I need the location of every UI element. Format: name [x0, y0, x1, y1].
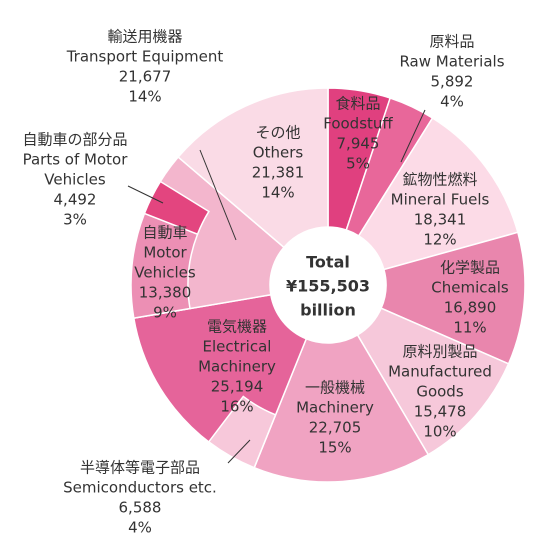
sub-segment-label: 6,588 [119, 499, 162, 517]
segment-label: 16% [220, 398, 253, 416]
segment-label: 22,705 [309, 419, 362, 437]
sub-segment-label: Semiconductors etc. [63, 479, 217, 497]
segment-label: Mineral Fuels [391, 191, 490, 209]
sub-segment-label: 自動車の部分品 [22, 131, 127, 149]
sub-segment-label: Parts of Motor [23, 151, 129, 169]
segment-label: 原料別製品 [402, 343, 477, 361]
labels: 食料品 Foodstuff 7,945 5% 原料品 Raw Materials 5,892… [22, 28, 508, 537]
segment-label: 21,381 [252, 164, 305, 182]
segment-label: 14% [128, 88, 161, 106]
sub-segment-label: 半導体等電子部品 [80, 459, 200, 477]
leader-line [400, 109, 426, 163]
segment-label: 15% [318, 439, 351, 457]
sub-segment-label: 自動車 [142, 224, 187, 242]
segment-label: 15,478 [414, 403, 467, 421]
leader-line [127, 185, 164, 204]
sub-segment-label: 9% [153, 304, 177, 322]
segment-label: Others [253, 144, 304, 162]
segment-label: Electrical [203, 338, 272, 356]
segment-label: 21,677 [119, 68, 172, 86]
leader-line [227, 439, 251, 464]
segment-label: 化学製品 [440, 259, 500, 277]
segment-label: Foodstuff [323, 115, 393, 133]
segment-label: 原料品 [429, 33, 474, 51]
segment-label: 7,945 [337, 135, 380, 153]
center-title: Total [306, 253, 350, 272]
donut-hole [270, 227, 386, 343]
segment-label: 5% [346, 155, 370, 173]
segment-label: Manufactured [388, 363, 492, 381]
segment-label: Goods [416, 383, 463, 401]
sub-segment [207, 395, 277, 469]
segment-label: 10% [423, 423, 456, 441]
sub-segment-label: 4,492 [54, 191, 97, 209]
segment-label: Raw Materials [399, 53, 504, 71]
sub-segment-label: Vehicles [134, 264, 196, 282]
segment-label: Transport Equipment [66, 48, 224, 66]
donut [130, 87, 526, 483]
sub-segment-label: 4% [128, 519, 152, 537]
center-title: billion [300, 301, 356, 320]
segment-label: 輸送用機器 [107, 28, 182, 46]
center-title: ¥155,503 [286, 277, 370, 296]
leader-line [199, 149, 237, 241]
segment-label: 5,892 [431, 73, 474, 91]
sub-segment-label: Motor [143, 244, 187, 262]
segment-label: 電気機器 [207, 318, 267, 336]
segment-label: 4% [440, 93, 464, 111]
segment-label: 14% [261, 184, 294, 202]
segment-label: 18,341 [414, 211, 467, 229]
segment-label: Machinery [296, 399, 374, 417]
sub-segment-label: Vehicles [44, 171, 106, 189]
segment-label: 25,194 [211, 378, 264, 396]
segment-label: 12% [423, 231, 456, 249]
segment-label: 一般機械 [305, 379, 365, 397]
segment-label: その他 [255, 124, 300, 142]
segment-label: 16,890 [444, 299, 497, 317]
sub-segment-label: 13,380 [139, 284, 192, 302]
sub-segment-label: 3% [63, 211, 87, 229]
leader-lines [127, 109, 426, 464]
segment-label: Chemicals [431, 279, 509, 297]
segment-label: Machinery [198, 358, 276, 376]
segment-label: 11% [453, 319, 486, 337]
segment-label: 鉱物性燃料 [402, 171, 477, 189]
sub-segment [143, 180, 210, 236]
segment-label: 食料品 [335, 95, 380, 113]
